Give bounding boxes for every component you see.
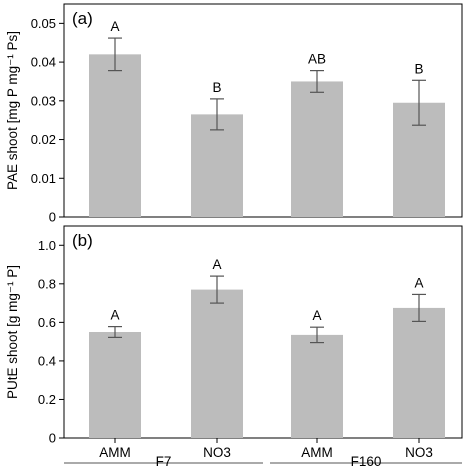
bar-b-2 [291,334,343,438]
significance-letter-a-2: AB [308,52,326,67]
y-tick-label-a: 0.03 [31,93,56,108]
error-bar-a-0 [108,37,122,72]
y-axis-label-b: PUtE shoot [g mg⁻¹ P] [5,265,20,399]
y-tick-label-a: 0.02 [31,132,56,147]
y-tick-label-b: 0.4 [38,353,56,368]
y-tick-label-b: 0.6 [38,315,56,330]
bar-a-1 [191,114,243,217]
significance-letter-b-0: A [110,308,119,323]
x-tick-label: NO3 [203,445,231,460]
error-bar-b-0 [108,326,122,338]
x-tick-label: NO3 [405,445,433,460]
error-bar-b-1 [210,275,224,304]
y-tick-label-b: 0.2 [38,392,56,407]
panel-b: 0 0.2 0.4 0.6 0.8 1.0 PUtE shoot [g mg⁻¹ P] (b)… [5,225,463,446]
error-bar-a-3 [412,79,426,126]
bar-b-0 [89,332,141,438]
shared-x-axis: AMM NO3 AMM NO3 F7 F160 [64,438,462,469]
panel-label-a: (a) [72,9,93,28]
y-tick-label-a: 0.01 [31,171,56,186]
y-tick-label-b: 1.0 [38,238,56,253]
group-label-0: F7 [156,454,172,469]
significance-letter-b-1: A [212,257,221,272]
significance-letter-b-3: A [414,275,423,290]
y-tick-label-b: 0.8 [38,276,56,291]
plot-frame-a [63,3,463,218]
significance-letter-a-0: A [110,19,119,34]
panel-a: 0 0.01 0.02 0.03 0.04 0.05 PAE shoot [mg P mg⁻… [5,3,463,225]
significance-letter-a-3: B [414,61,423,76]
y-tick-label-b: 0 [49,431,56,446]
y-tick-label-a: 0 [49,210,56,225]
bar-b-1 [191,289,243,438]
x-tick-label: AMM [99,445,131,460]
y-axis-label-a: PAE shoot [mg P mg⁻¹ Ps] [5,31,20,190]
error-bar-b-2 [310,326,324,344]
plot-frame-b [63,225,463,439]
x-tick-label: AMM [301,445,333,460]
group-label-1: F160 [351,454,382,469]
error-bar-a-2 [310,70,324,93]
significance-letter-b-2: A [312,308,321,323]
y-tick-label-a: 0.04 [31,55,56,70]
panel-label-b: (b) [72,231,93,250]
error-bar-b-3 [412,293,426,322]
significance-letter-a-1: B [212,80,221,95]
bar-b-3 [393,307,445,438]
error-bar-a-1 [210,98,224,131]
y-tick-label-a: 0.05 [31,16,56,31]
bar-a-2 [291,81,343,217]
bar-a-0 [89,54,141,217]
